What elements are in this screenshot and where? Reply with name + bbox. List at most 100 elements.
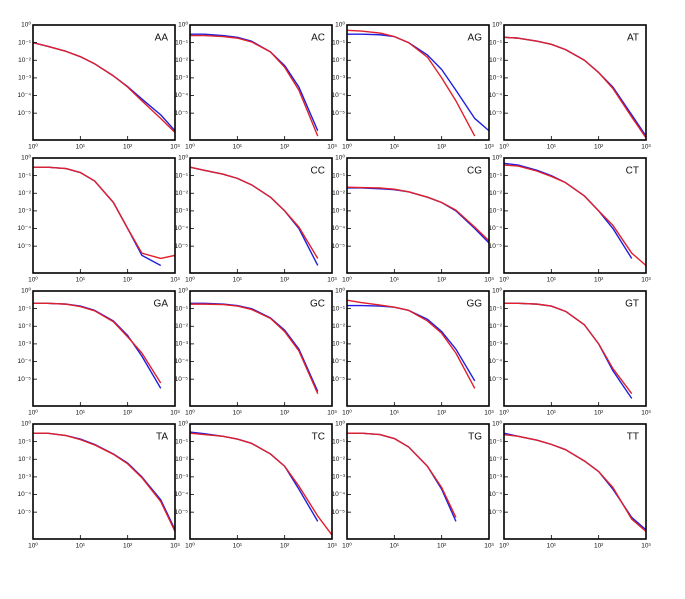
series-line: [33, 166, 175, 260]
x-tick-label: 10¹: [233, 410, 243, 417]
x-tick-label: 10¹: [76, 144, 86, 151]
y-tick-label: 10⁻²: [18, 57, 32, 64]
x-tick-label: 10⁰: [28, 542, 38, 550]
panel-title: GG: [466, 299, 482, 310]
y-tick-label: 10⁰: [178, 420, 188, 428]
series-line: [190, 166, 319, 259]
y-tick-label: 10⁰: [21, 287, 31, 295]
x-tick-label: 10³: [327, 277, 337, 284]
x-tick-label: 10¹: [233, 144, 243, 151]
plot-frame: [503, 423, 647, 540]
x-tick-label: 10³: [484, 144, 494, 151]
plot-frame: [32, 24, 176, 141]
y-tick-label: 10⁻³: [175, 208, 189, 215]
y-tick-label: 10⁻³: [18, 341, 32, 348]
y-tick-label: 10⁻⁵: [175, 243, 189, 250]
x-tick-label: 10¹: [233, 277, 243, 284]
x-tick-label: 10²: [437, 277, 447, 284]
x-tick-label: 10⁰: [185, 143, 195, 151]
y-tick-label: 10⁻²: [18, 190, 32, 197]
plot-frame: [189, 157, 333, 274]
y-tick-label: 10⁻²: [332, 323, 346, 330]
series-line: [504, 36, 646, 139]
y-tick-label: 10⁻³: [175, 341, 189, 348]
y-tick-label: 10⁻¹: [332, 438, 346, 445]
x-tick-label: 10⁰: [28, 143, 38, 151]
x-tick-label: 10³: [641, 410, 651, 417]
y-tick-label: 10⁻⁴: [489, 92, 503, 99]
series-line: [504, 36, 646, 137]
y-tick-label: 10⁻¹: [18, 305, 32, 312]
y-tick-label: 10⁻⁵: [18, 509, 32, 516]
x-tick-label: 10³: [170, 277, 180, 284]
y-tick-label: 10⁻⁵: [489, 243, 503, 250]
series-line: [33, 432, 175, 531]
y-tick-label: 10⁻⁴: [332, 225, 346, 232]
x-tick-label: 10²: [280, 277, 290, 284]
y-tick-label: 10⁰: [492, 287, 502, 295]
y-tick-label: 10⁻¹: [332, 172, 346, 179]
x-tick-label: 10¹: [547, 144, 557, 151]
plot-frame: [189, 24, 333, 141]
panel-title: TC: [312, 432, 325, 443]
x-tick-label: 10¹: [390, 277, 400, 284]
y-tick-label: 10⁻¹: [332, 39, 346, 46]
y-tick-label: 10⁰: [335, 154, 345, 162]
y-tick-label: 10⁻⁵: [489, 509, 503, 516]
y-tick-label: 10⁻²: [489, 323, 503, 330]
x-tick-label: 10⁰: [185, 409, 195, 417]
x-tick-label: 10⁰: [342, 143, 352, 151]
x-tick-label: 10³: [641, 543, 651, 550]
plot-frame: [503, 157, 647, 274]
series-line: [347, 432, 457, 518]
x-tick-label: 10¹: [390, 410, 400, 417]
y-tick-label: 10⁻⁵: [489, 376, 503, 383]
series-line: [504, 164, 646, 267]
y-tick-label: 10⁻²: [332, 190, 346, 197]
y-tick-label: 10⁰: [21, 21, 31, 29]
y-tick-label: 10⁻³: [18, 208, 32, 215]
x-tick-label: 10⁰: [185, 542, 195, 550]
y-tick-label: 10⁻³: [175, 75, 189, 82]
x-tick-label: 10³: [327, 543, 337, 550]
x-tick-label: 10⁰: [342, 542, 352, 550]
x-tick-label: 10³: [641, 277, 651, 284]
panel-title: TT: [627, 432, 639, 443]
y-tick-label: 10⁰: [492, 154, 502, 162]
series-line: [504, 302, 633, 399]
x-tick-label: 10²: [280, 144, 290, 151]
y-tick-label: 10⁻⁴: [18, 225, 32, 232]
plot-frame: [32, 290, 176, 407]
y-tick-label: 10⁻⁴: [332, 358, 346, 365]
x-tick-label: 10²: [123, 543, 133, 550]
x-tick-label: 10³: [170, 410, 180, 417]
y-tick-label: 10⁻²: [175, 456, 189, 463]
series-line: [347, 299, 476, 389]
y-tick-label: 10⁻⁵: [489, 110, 503, 117]
y-tick-label: 10⁻²: [175, 190, 189, 197]
panel-title: TG: [468, 432, 482, 443]
y-tick-label: 10⁻¹: [175, 438, 189, 445]
y-tick-label: 10⁻⁴: [332, 92, 346, 99]
y-tick-label: 10⁻⁵: [332, 376, 346, 383]
series-line: [190, 302, 319, 392]
panel-title: AA: [155, 33, 169, 44]
panel-title: CT: [626, 166, 639, 177]
y-tick-label: 10⁻²: [489, 190, 503, 197]
x-tick-label: 10²: [123, 277, 133, 284]
series-line: [504, 433, 646, 533]
y-tick-label: 10⁻¹: [175, 305, 189, 312]
x-tick-label: 10⁰: [28, 276, 38, 284]
x-tick-label: 10³: [327, 144, 337, 151]
y-tick-label: 10⁻¹: [18, 438, 32, 445]
y-tick-label: 10⁻³: [332, 75, 346, 82]
y-tick-label: 10⁻⁴: [175, 225, 189, 232]
x-tick-label: 10²: [437, 410, 447, 417]
x-tick-label: 10⁰: [342, 409, 352, 417]
series-line: [33, 302, 162, 384]
y-tick-label: 10⁻²: [175, 323, 189, 330]
plot-frame: [32, 157, 176, 274]
y-tick-label: 10⁰: [178, 154, 188, 162]
series-line: [347, 187, 489, 244]
